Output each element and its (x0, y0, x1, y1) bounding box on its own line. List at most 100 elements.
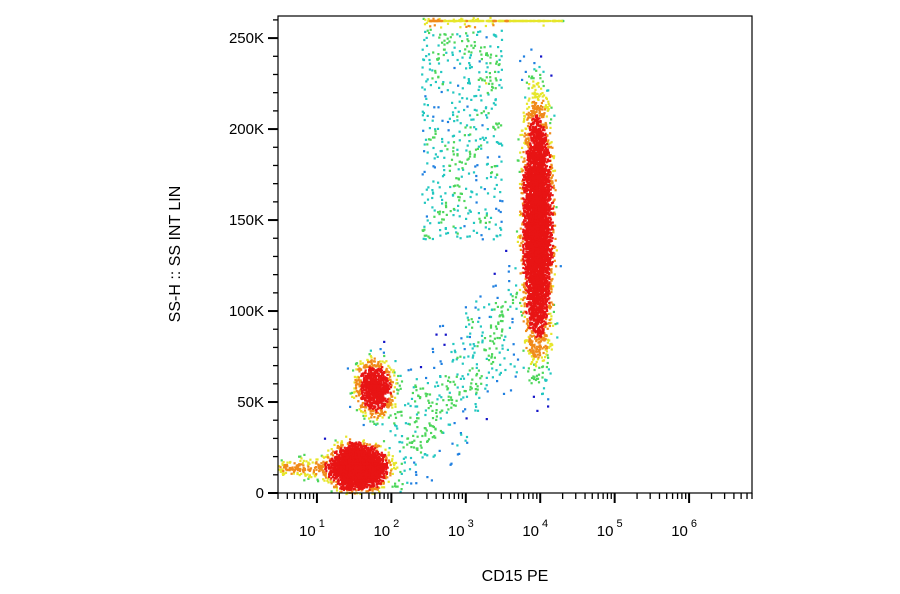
event-dot (539, 77, 542, 80)
event-dot (456, 148, 459, 151)
event-dot (465, 312, 468, 315)
event-dot (538, 329, 541, 332)
event-dot (383, 340, 386, 343)
event-dot (545, 151, 548, 154)
event-dot (365, 377, 368, 380)
event-dot (532, 107, 535, 110)
event-dot (322, 473, 325, 476)
event-dot (548, 324, 551, 328)
event-dot (544, 313, 547, 316)
event-dot (494, 19, 497, 23)
event-dot (360, 483, 363, 486)
event-dot (380, 476, 384, 479)
event-dot (530, 313, 533, 317)
event-dot (480, 46, 483, 49)
event-dot (537, 148, 540, 151)
event-dot (395, 425, 398, 428)
event-dot (539, 340, 542, 343)
event-dot (468, 323, 471, 326)
event-dot (467, 172, 471, 175)
event-dot (550, 234, 553, 237)
event-dot (425, 80, 428, 83)
event-dot (466, 158, 469, 161)
event-dot (527, 111, 530, 114)
event-dot (550, 141, 553, 144)
event-dot (387, 451, 390, 454)
event-dot (529, 287, 532, 290)
event-dot (529, 144, 532, 147)
event-dot (521, 19, 524, 23)
event-dot (451, 135, 454, 138)
event-dot (452, 214, 455, 217)
event-dot (357, 400, 360, 403)
event-dot (551, 260, 554, 264)
event-dot (369, 402, 372, 405)
event-dot (534, 331, 537, 334)
event-dot (528, 155, 531, 158)
event-dot (535, 148, 538, 151)
event-dot (541, 167, 544, 170)
event-dot (550, 255, 553, 258)
event-dot (386, 405, 389, 408)
event-dot (468, 235, 471, 238)
event-dot (361, 397, 364, 400)
event-dot (396, 411, 399, 414)
event-dot (423, 118, 426, 122)
event-dot (372, 372, 375, 375)
event-dot (432, 51, 435, 54)
event-dot (317, 480, 320, 483)
event-dot (547, 285, 550, 288)
event-dot (373, 405, 376, 408)
event-dot (527, 224, 530, 227)
event-dot (354, 363, 358, 366)
event-dot (544, 177, 547, 180)
event-dot (524, 239, 527, 242)
event-dot (370, 362, 373, 366)
event-dot (545, 115, 548, 118)
event-dot (540, 331, 543, 334)
event-dot (465, 325, 468, 328)
event-dot (479, 295, 482, 298)
event-dot (370, 406, 373, 409)
event-dot (475, 374, 478, 377)
event-dot (327, 476, 331, 479)
event-dot (480, 112, 483, 115)
event-dot (531, 292, 534, 295)
event-dot (296, 472, 299, 476)
event-dot (359, 362, 362, 365)
event-dot (432, 34, 435, 37)
event-dot (492, 285, 495, 288)
event-dot (468, 335, 471, 339)
event-dot (470, 66, 473, 69)
event-dot (525, 276, 529, 279)
event-dot (532, 77, 535, 80)
event-dot (365, 387, 368, 390)
event-dot (495, 60, 498, 63)
event-dot (531, 104, 534, 107)
event-dot (437, 181, 440, 184)
event-dot (523, 234, 526, 237)
event-dot (382, 397, 385, 400)
event-dot (449, 396, 453, 399)
event-dot (485, 418, 488, 421)
event-dot (432, 455, 435, 458)
event-dot (473, 153, 476, 156)
event-dot (532, 355, 536, 358)
event-dot (499, 314, 502, 317)
event-dot (363, 388, 367, 392)
event-dot (373, 394, 376, 397)
event-dot (529, 113, 532, 116)
event-dot (434, 153, 437, 156)
event-dot (550, 285, 553, 288)
event-dot (458, 130, 461, 133)
event-dot (422, 237, 425, 240)
event-dot (298, 467, 301, 471)
event-dot (400, 472, 403, 475)
event-dot (455, 375, 458, 378)
event-dot (414, 400, 417, 403)
event-dot (434, 80, 437, 84)
event-dot (439, 33, 442, 36)
event-dot (434, 385, 437, 388)
event-dot (542, 138, 545, 141)
event-dot (379, 414, 382, 417)
